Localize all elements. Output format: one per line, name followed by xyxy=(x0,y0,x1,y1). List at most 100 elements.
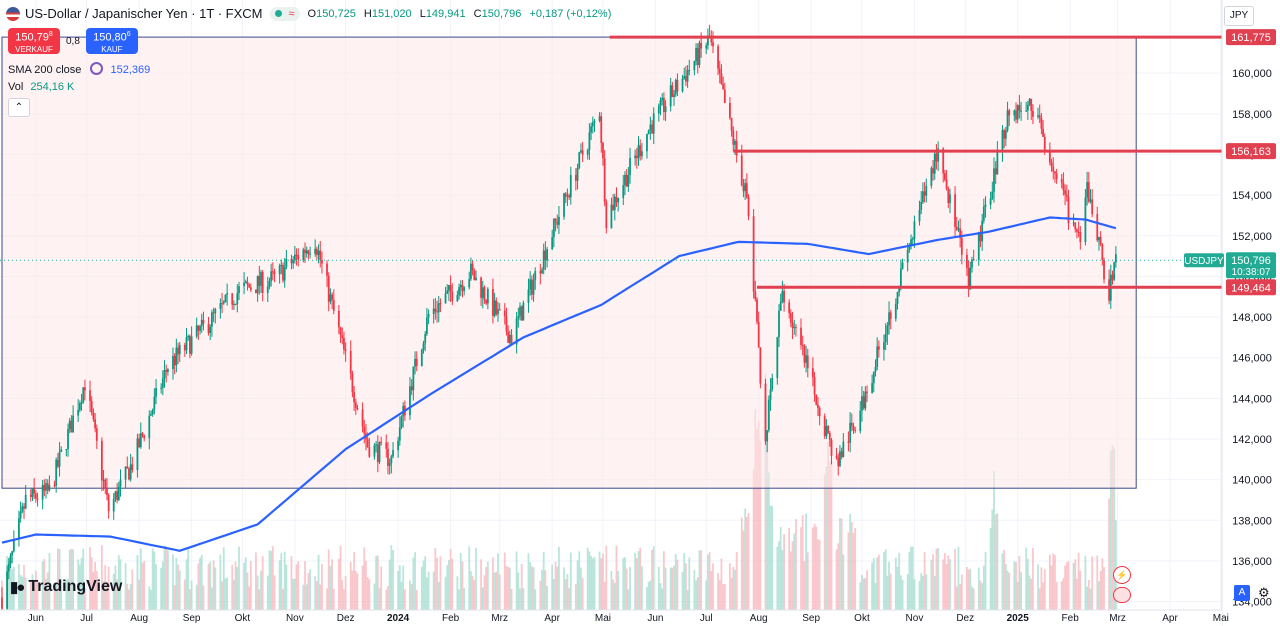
candle-body xyxy=(566,195,569,197)
close-key: C xyxy=(473,7,482,20)
volume-bar xyxy=(734,569,736,610)
currency-button[interactable]: JPY xyxy=(1224,6,1254,26)
volume-bar xyxy=(233,579,235,610)
volume-bar xyxy=(977,567,980,610)
candle-body xyxy=(11,551,14,556)
candle-body xyxy=(989,198,992,205)
volume-bar xyxy=(899,575,902,610)
time-tick-label: Mai xyxy=(1213,613,1229,624)
volume-bar xyxy=(304,561,306,610)
candle-body xyxy=(769,389,772,400)
candle-body xyxy=(55,459,58,486)
gear-icon[interactable]: ⚙ xyxy=(1258,585,1270,600)
candle-body xyxy=(779,301,782,311)
sell-button[interactable]: 150,798 VERKAUF xyxy=(8,28,60,54)
volume-bar xyxy=(664,567,667,610)
volume-bar xyxy=(315,581,318,610)
candle-body xyxy=(163,370,166,379)
level-price-tag xyxy=(1226,143,1276,160)
volume-indicator-legend[interactable]: Vol 254,16 K xyxy=(8,81,74,93)
candle-body xyxy=(309,253,311,255)
candle-body xyxy=(908,244,911,250)
volume-bar xyxy=(649,580,652,610)
volume-bar xyxy=(996,513,999,610)
volume-bar xyxy=(434,547,437,610)
volume-bar xyxy=(657,566,660,610)
volume-bar xyxy=(769,505,772,610)
candle-body xyxy=(387,448,389,466)
buy-button[interactable]: 150,806 KAUF xyxy=(85,28,138,54)
candle-body xyxy=(854,430,857,432)
volume-bar xyxy=(270,550,273,610)
candle-body xyxy=(944,173,946,180)
volume-bar xyxy=(757,421,760,610)
range-box[interactable] xyxy=(1,36,1137,489)
volume-bar xyxy=(647,581,650,610)
candle-body xyxy=(480,277,482,298)
buy-price-sup: 6 xyxy=(126,31,131,38)
price-axis[interactable]: 134,000136,000138,000140,000142,000144,0… xyxy=(1184,0,1280,626)
candle-body xyxy=(209,326,212,334)
volume-bar xyxy=(459,553,462,610)
volume-bar xyxy=(673,565,675,610)
level-price-label: 161,775 xyxy=(1231,32,1271,44)
volume-bar xyxy=(1089,588,1092,610)
time-tick-label: 2024 xyxy=(387,613,410,624)
volume-bar xyxy=(813,523,816,610)
chart-header: US-Dollar / Japanischer Yen · 1T · FXCM … xyxy=(6,6,616,21)
level-lines[interactable] xyxy=(0,35,1222,289)
volume-bar xyxy=(463,587,466,610)
volume-bar xyxy=(752,469,755,610)
volume-bar xyxy=(877,554,880,610)
low-value: 149,941 xyxy=(425,7,466,20)
chevron-up-icon[interactable]: ⌃ xyxy=(8,98,30,117)
volume-bar xyxy=(918,581,921,610)
lightning-event-icon[interactable]: ⚡ xyxy=(1113,566,1131,584)
auto-scale-button[interactable]: A xyxy=(1234,585,1250,601)
candle-body xyxy=(256,275,259,294)
volume-bar xyxy=(708,552,711,610)
time-axis[interactable]: Jun Jul Aug Sep Okt Nov Dez 2024 Feb Mrz Apr Mai Jun… xyxy=(0,609,1229,626)
candle-body xyxy=(33,488,36,494)
candle-body xyxy=(757,321,760,348)
volume-bar xyxy=(24,577,27,610)
volume-bar xyxy=(72,549,74,610)
volume-bar xyxy=(637,551,640,610)
candle-body xyxy=(89,390,91,401)
wave-icon: ≈ xyxy=(288,7,295,20)
candle-body xyxy=(1050,162,1053,167)
volume-bar xyxy=(461,561,464,610)
candle-body xyxy=(392,450,394,457)
volume-bar xyxy=(542,551,545,610)
candle-body xyxy=(1048,150,1051,163)
volume-bar xyxy=(212,560,215,610)
volume-bar xyxy=(527,553,530,610)
symbol-title[interactable]: US-Dollar / Japanischer Yen · 1T · FXCM xyxy=(25,6,263,21)
volume-bar xyxy=(424,556,427,610)
volume-bar xyxy=(155,564,157,610)
volume-bar xyxy=(884,549,887,610)
sma-settings-icon[interactable] xyxy=(90,62,104,75)
economic-event-icon[interactable] xyxy=(1113,587,1131,603)
candle-body xyxy=(1043,136,1046,151)
volume-bar xyxy=(1091,556,1094,610)
time-axis-bg xyxy=(0,610,1222,626)
volume-bar xyxy=(470,571,472,610)
sma-indicator-legend[interactable]: SMA 200 close 152,369 xyxy=(8,62,150,76)
candle-body xyxy=(351,373,354,393)
candle-body xyxy=(603,158,606,202)
candle-body xyxy=(100,440,103,481)
candle-body xyxy=(427,313,430,318)
candle-body xyxy=(996,151,999,175)
volume-bar xyxy=(412,557,415,610)
candle-body xyxy=(385,442,388,449)
volume-bar xyxy=(635,558,638,610)
market-status[interactable]: ≈ xyxy=(270,6,300,21)
volume-bar xyxy=(520,564,523,610)
volume-value: 254,16 K xyxy=(30,81,75,93)
tradingview-logo[interactable]: ▮● TradingView xyxy=(10,578,122,596)
candle-body xyxy=(114,491,117,499)
volume-bar xyxy=(646,586,648,610)
volume-bar xyxy=(1018,555,1021,610)
